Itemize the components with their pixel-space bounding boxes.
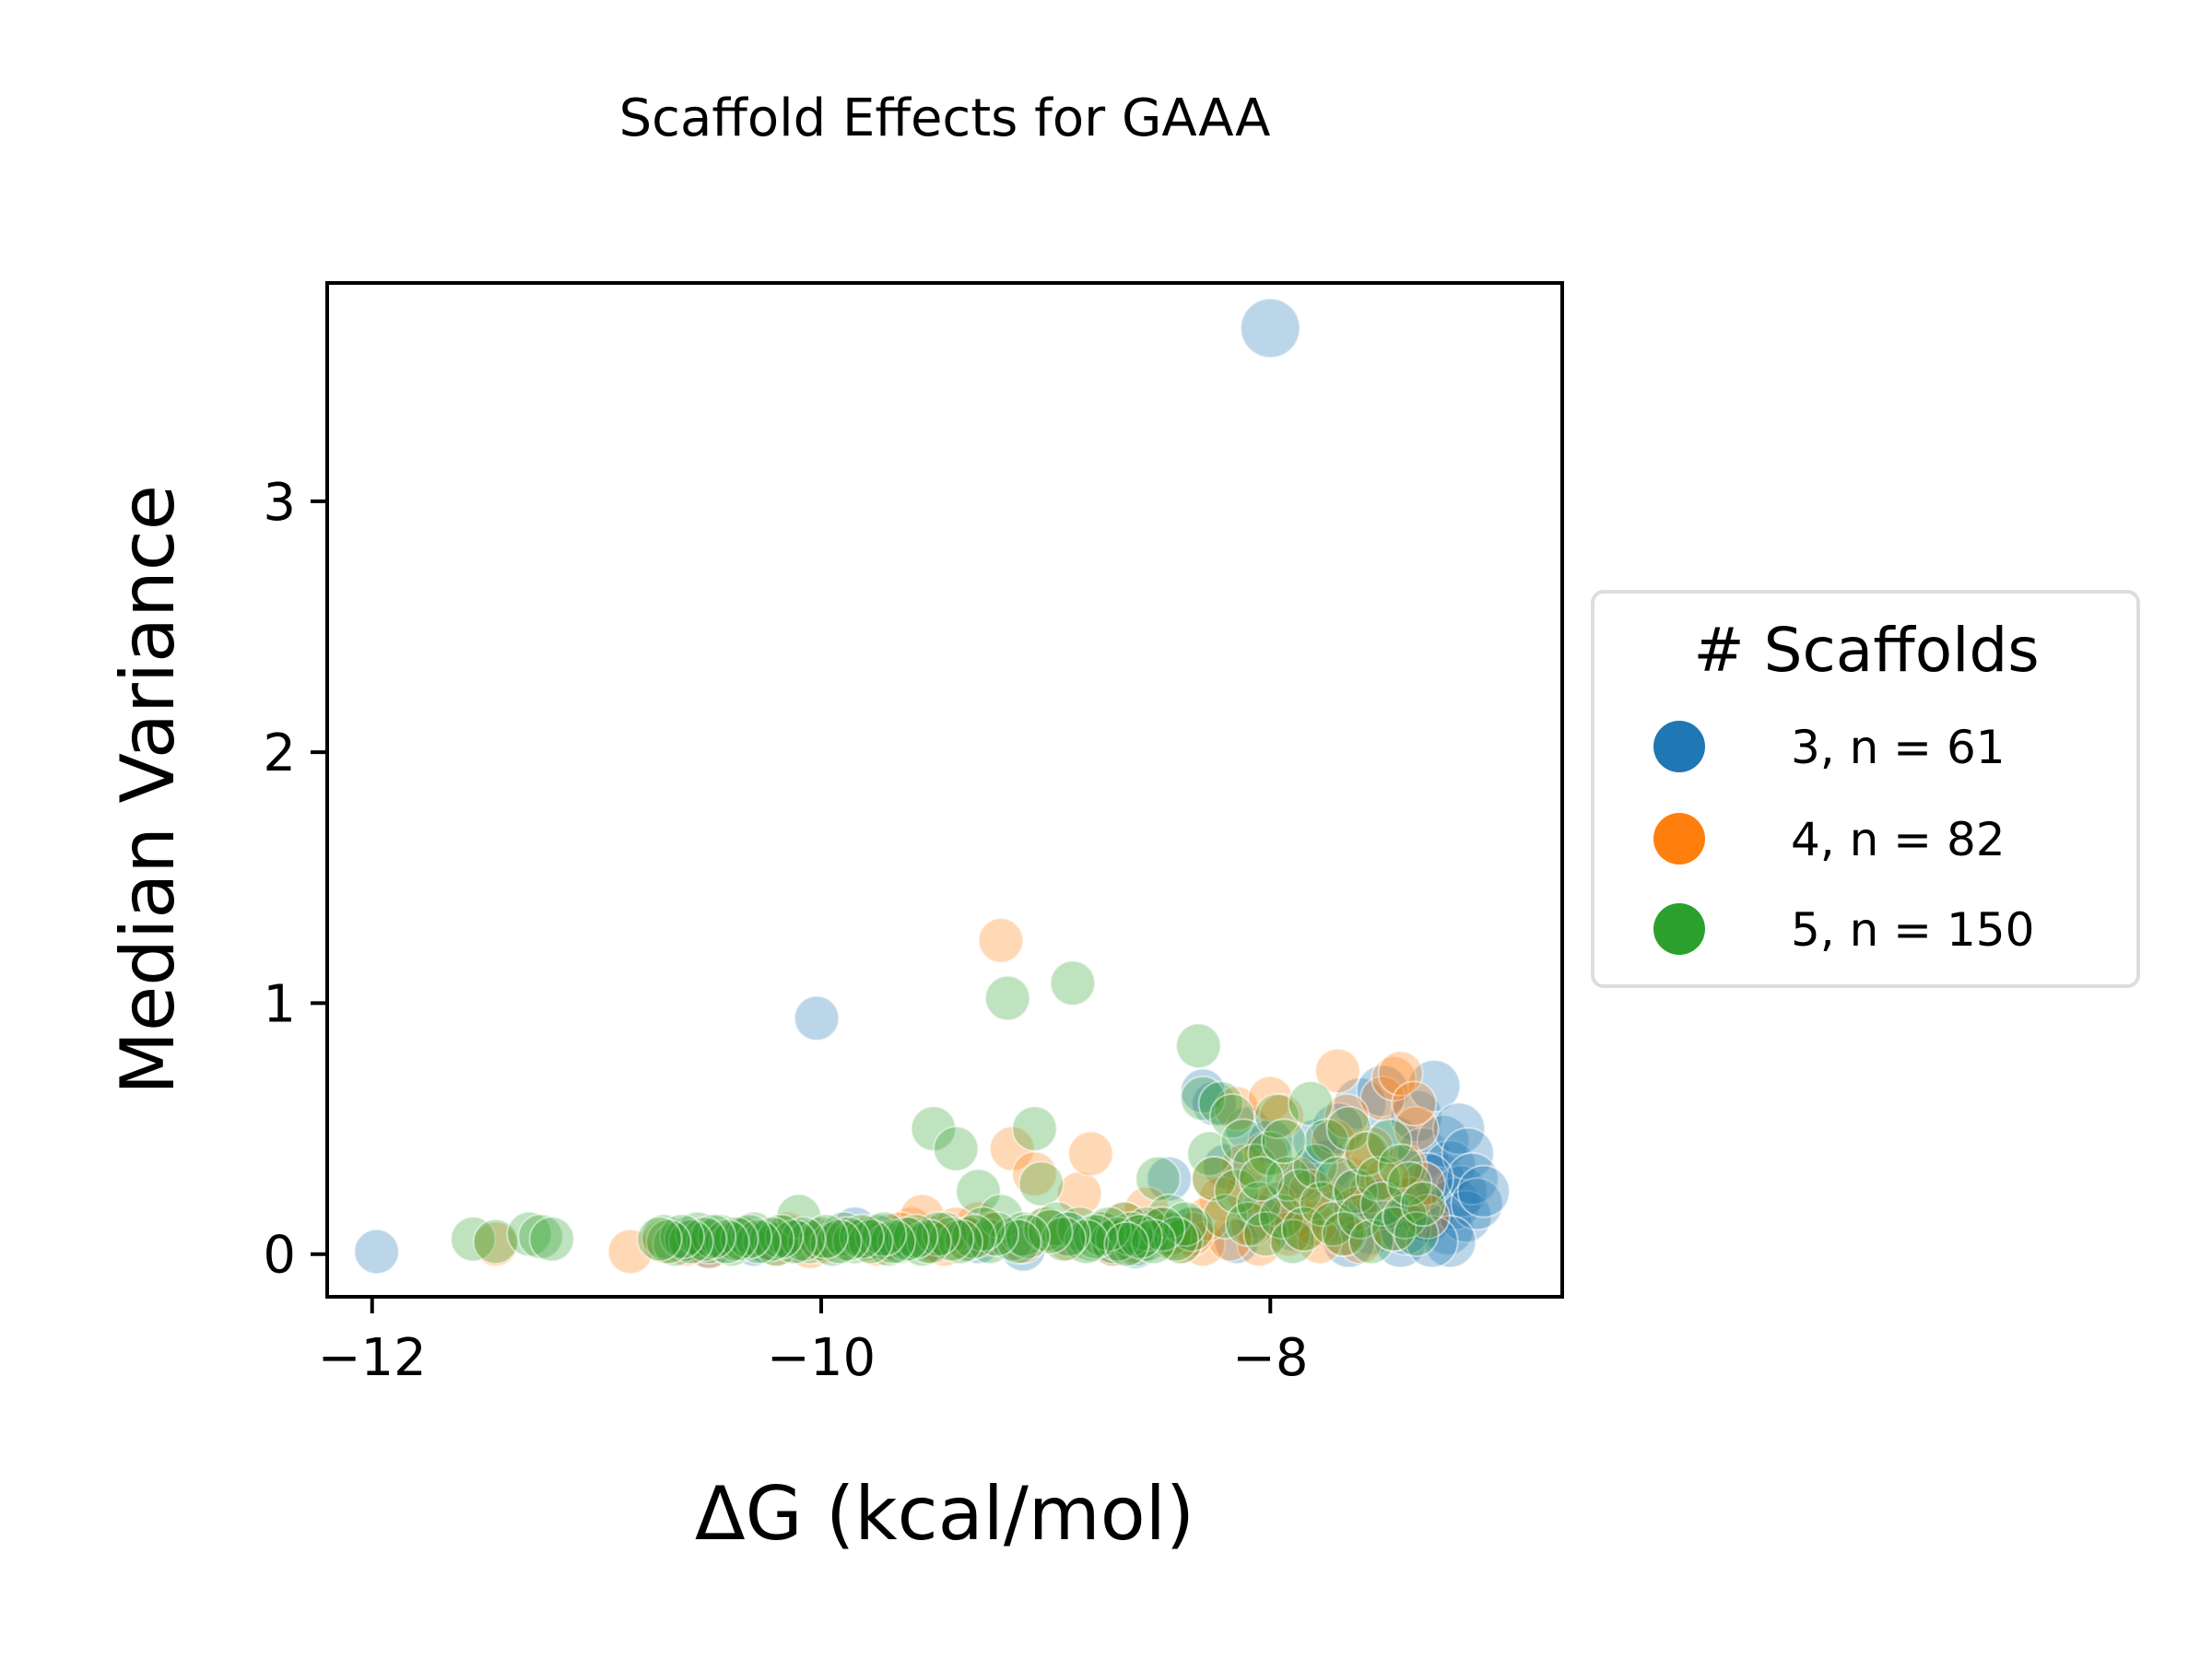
scatter-point	[1242, 1210, 1289, 1257]
scatter-point	[1135, 1156, 1182, 1203]
points-layer	[353, 298, 1511, 1275]
y-tick-label: 0	[263, 1226, 296, 1286]
scatter-point	[1371, 1055, 1418, 1102]
scatter-point	[1247, 1130, 1294, 1177]
scatter-point	[1324, 1092, 1371, 1139]
x-axis-label: ΔG (kcal/mol)	[695, 1471, 1194, 1557]
scatter-point	[1456, 1164, 1511, 1218]
y-axis-ticks: 0 1 2 3	[263, 473, 327, 1286]
scatter-point	[1355, 1156, 1402, 1203]
legend-entry-3: 3, n = 61	[1791, 721, 2006, 774]
scatter-point	[528, 1216, 575, 1263]
scatter-point	[1314, 1047, 1361, 1094]
x-tick-label: −8	[1232, 1328, 1309, 1388]
scatter-point	[1247, 1075, 1294, 1122]
scatter-point	[984, 974, 1031, 1021]
scatter-point	[1116, 1213, 1163, 1260]
scatter-point	[933, 1125, 980, 1172]
y-tick-label: 2	[263, 724, 296, 783]
scatter-point	[1220, 1118, 1267, 1165]
scatter-point	[794, 994, 841, 1041]
scatter-point	[1011, 1105, 1058, 1152]
scatter-point	[1085, 1206, 1132, 1253]
scatter-point	[636, 1216, 683, 1263]
y-tick-label: 1	[263, 974, 296, 1034]
scatter-point	[1260, 1118, 1307, 1165]
scatter-point	[1238, 1156, 1285, 1203]
x-tick-label: −10	[767, 1328, 876, 1388]
scatter-point	[1393, 1210, 1440, 1257]
scatter-point	[1377, 1050, 1424, 1097]
y-axis-label: Median Variance	[105, 485, 191, 1095]
scatter-point	[1180, 1075, 1227, 1122]
scatter-point	[1276, 1168, 1323, 1215]
scatter-point	[1018, 1160, 1065, 1207]
scatter-point	[977, 917, 1024, 964]
scatter-point	[1049, 959, 1096, 1006]
scatter-point	[1240, 298, 1301, 359]
scatter-point	[1399, 1181, 1446, 1228]
chart-title: Scaffold Effects for GAAA	[619, 88, 1271, 148]
legend-marker-5	[1653, 903, 1705, 955]
x-tick-label: −12	[318, 1328, 427, 1388]
legend-marker-3	[1653, 721, 1705, 772]
scatter-point	[1067, 1130, 1114, 1177]
scatter-point	[1292, 1143, 1338, 1190]
legend-entry-4: 4, n = 82	[1791, 813, 2006, 866]
scatter-point	[1359, 1181, 1406, 1228]
scatter-point	[1366, 1118, 1413, 1165]
scatter-point	[959, 1206, 1006, 1253]
scatter-point	[1332, 1168, 1379, 1215]
y-tick-label: 3	[263, 473, 296, 533]
scatter-point	[1175, 1022, 1222, 1069]
x-axis-ticks: −12 −10 −8	[318, 1297, 1309, 1388]
legend-marker-4	[1653, 813, 1705, 865]
legend: # Scaffolds 3, n = 61 4, n = 82 5, n = 1…	[1591, 590, 2140, 988]
scatter-point	[1103, 1220, 1150, 1267]
legend-box	[1591, 590, 2140, 988]
scatter-point	[353, 1228, 400, 1275]
scatter-point	[1280, 1206, 1327, 1253]
legend-entry-5: 5, n = 150	[1791, 903, 2034, 957]
scatter-point	[1391, 1080, 1438, 1127]
legend-title: # Scaffolds	[1693, 615, 2039, 686]
scatter-point	[1321, 1210, 1368, 1257]
scatter-point	[1347, 1218, 1394, 1265]
plot-frame	[325, 281, 1564, 1299]
